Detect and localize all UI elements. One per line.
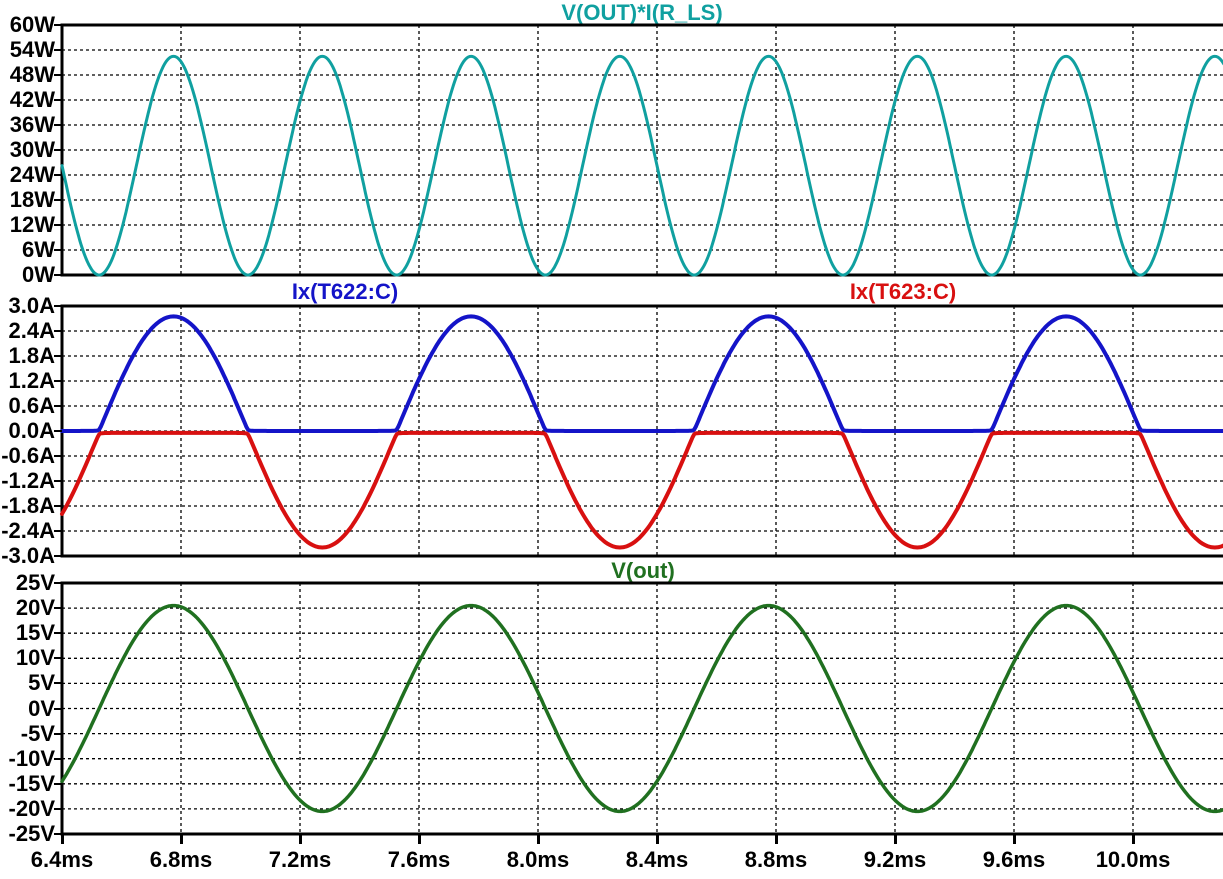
y-tick-mark [54, 582, 62, 584]
x-tick-mark [656, 835, 659, 844]
y-tick-label: 6W [22, 237, 55, 262]
x-tick-mark [418, 835, 421, 844]
y-tick-mark [54, 249, 62, 251]
y-tick-label: 24W [9, 162, 55, 187]
y-tick-label: 10V [15, 645, 55, 671]
y-tick-mark [54, 682, 62, 685]
y-tick-mark [54, 530, 62, 532]
y-tick-mark [54, 833, 62, 835]
x-tick-mark [537, 835, 540, 844]
y-tick-mark [54, 199, 62, 201]
y-tick-label: 3.0A [8, 293, 55, 318]
y-tick-label: 0V [28, 695, 55, 721]
y-tick-mark [54, 405, 62, 407]
y-tick-label: 1.8A [8, 343, 55, 368]
y-tick-mark [54, 707, 62, 710]
y-tick-mark [54, 657, 62, 660]
y-tick-label: 18W [9, 187, 55, 212]
y-tick-mark [54, 807, 62, 810]
y-tick-mark [54, 99, 62, 101]
y-tick-label: 25V [15, 570, 55, 595]
x-tick-mark [894, 835, 897, 844]
trace-label-ix-t623[interactable]: Ix(T623:C) [849, 279, 957, 304]
y-tick-label: 5V [28, 670, 55, 696]
x-tick-mark [1132, 835, 1135, 844]
x-tick-label: 8.4ms [625, 847, 689, 872]
y-tick-mark [54, 305, 62, 307]
y-tick-mark [54, 632, 62, 635]
x-tick-label: 7.6ms [387, 847, 451, 872]
y-tick-label: 20V [15, 595, 55, 621]
y-tick-mark [54, 430, 62, 432]
y-tick-label: 54W [9, 37, 55, 62]
y-tick-label: -1.2A [1, 468, 55, 493]
y-tick-mark [54, 555, 62, 557]
x-tick-label: 7.2ms [268, 847, 332, 872]
y-tick-label: -10V [8, 745, 55, 771]
y-tick-mark [54, 74, 62, 76]
y-tick-mark [54, 757, 62, 760]
y-tick-mark [54, 330, 62, 332]
y-tick-label: 36W [9, 112, 55, 137]
x-tick-label: 8.0ms [506, 847, 570, 872]
y-tick-mark [54, 782, 62, 785]
y-tick-mark [54, 224, 62, 226]
y-tick-mark [54, 274, 62, 276]
x-tick-mark [1013, 835, 1016, 844]
x-tick-mark [61, 835, 64, 844]
y-tick-label: 42W [9, 87, 55, 112]
y-tick-label: -1.8A [1, 493, 55, 518]
y-tick-mark [54, 149, 62, 151]
y-tick-label: 0.6A [8, 393, 55, 418]
x-tick-label: 9.6ms [982, 847, 1046, 872]
y-tick-label: 30W [9, 137, 55, 162]
trace-ix-t623-c- [60, 430, 1223, 550]
x-tick-label: 8.8ms [744, 847, 808, 872]
x-tick-mark [299, 835, 302, 844]
y-tick-label: -5V [20, 720, 55, 746]
y-tick-label: -25V [8, 821, 55, 846]
y-tick-label: 15V [15, 620, 55, 646]
trace-v-out-i-r-ls- [60, 54, 1223, 277]
y-tick-label: 1.2A [8, 368, 55, 393]
y-tick-label: -2.4A [1, 518, 55, 543]
x-tick-mark [180, 835, 183, 844]
y-tick-mark [54, 480, 62, 482]
y-tick-mark [54, 380, 62, 382]
pane-border [60, 581, 1223, 836]
y-tick-label: 12W [9, 212, 55, 237]
trace-label-vout[interactable]: V(out) [611, 558, 675, 583]
y-tick-label: -3.0A [1, 543, 55, 568]
y-tick-label: 48W [9, 62, 55, 87]
trace-v-out- [60, 603, 1223, 814]
y-tick-mark [54, 49, 62, 51]
pane-border [60, 23, 1223, 277]
x-tick-label: 6.4ms [30, 847, 94, 872]
y-tick-label: 0.0A [8, 418, 55, 443]
trace-ix-t622-c- [60, 314, 1223, 433]
y-tick-label: -20V [8, 795, 55, 821]
trace-label-power[interactable]: V(OUT)*I(R_LS) [561, 0, 723, 25]
x-tick-label: 10.0ms [1095, 847, 1171, 872]
y-tick-label: 2.4A [8, 318, 55, 343]
y-tick-mark [54, 355, 62, 357]
trace-label-ix-t622[interactable]: Ix(T622:C) [291, 279, 399, 304]
y-tick-label: -0.6A [1, 443, 55, 468]
y-tick-mark [54, 174, 62, 176]
y-tick-mark [54, 607, 62, 610]
y-tick-label: 60W [9, 12, 55, 37]
x-tick-label: 6.8ms [149, 847, 213, 872]
y-tick-mark [54, 505, 62, 507]
y-tick-label: -15V [8, 770, 55, 796]
y-tick-mark [54, 732, 62, 735]
y-tick-mark [54, 124, 62, 126]
x-tick-mark [775, 835, 778, 844]
y-tick-mark [54, 455, 62, 457]
x-tick-label: 9.2ms [863, 847, 927, 872]
y-tick-label: 0W [22, 262, 55, 287]
y-tick-mark [54, 24, 62, 26]
